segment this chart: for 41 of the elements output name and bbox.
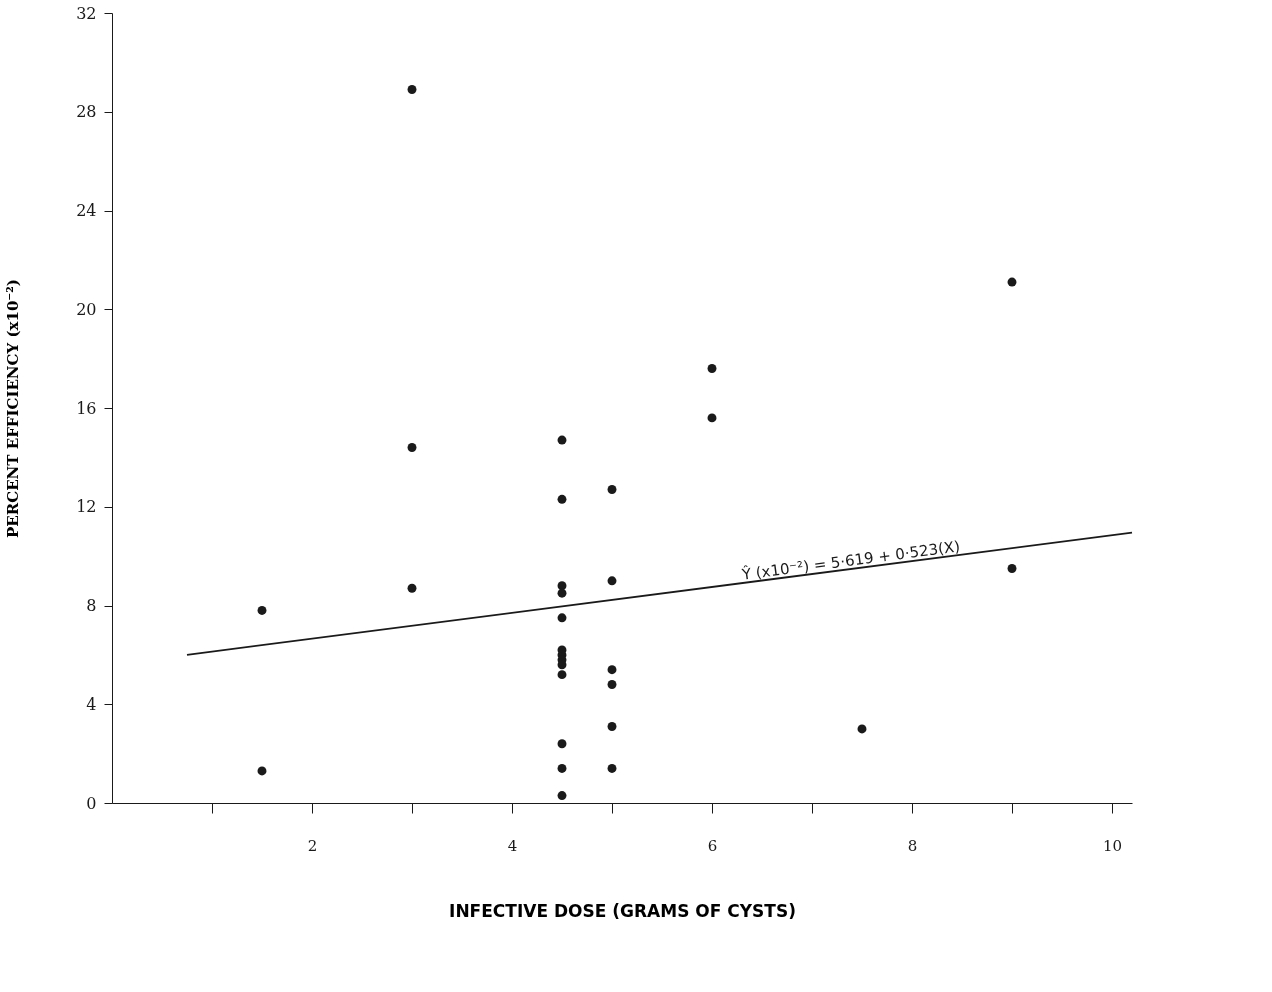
point — [407, 583, 417, 593]
point — [707, 413, 717, 423]
point — [607, 722, 617, 731]
x-tick-label: 4 — [507, 836, 518, 855]
x-tick-label: 6 — [707, 836, 718, 855]
y-axis-title: PERCENT EFFICIENCY (x10⁻²) — [4, 279, 23, 538]
point — [607, 665, 617, 675]
point — [257, 605, 267, 615]
y-tick-label: 0 — [86, 793, 97, 813]
point — [1007, 564, 1017, 573]
x-axis-title: INFECTIVE DOSE (GRAMS OF CYSTS) — [449, 900, 796, 921]
y-tick-label: 16 — [76, 398, 97, 418]
y-tick-label: 32 — [76, 3, 97, 23]
point — [607, 763, 617, 773]
point — [407, 443, 417, 452]
point — [707, 364, 717, 373]
y-tick-label: 20 — [76, 299, 97, 319]
y-tick-label: 28 — [76, 102, 97, 122]
y-tick-label: 8 — [86, 596, 97, 615]
point — [407, 85, 417, 94]
y-tick-label: 4 — [86, 694, 97, 714]
point — [1007, 277, 1017, 287]
point — [557, 613, 567, 623]
point — [557, 588, 567, 598]
point — [557, 435, 567, 445]
point — [857, 724, 867, 734]
x-tick-label: 2 — [307, 836, 318, 855]
point — [257, 766, 267, 776]
point — [557, 739, 567, 749]
x-tick-label: 10 — [1102, 836, 1123, 855]
point — [607, 680, 617, 689]
y-tick-label: 24 — [76, 201, 97, 220]
point — [607, 576, 617, 586]
point — [557, 494, 567, 504]
x-tick-label: 8 — [907, 836, 918, 855]
y-tick-label: 12 — [76, 497, 97, 517]
point — [557, 791, 567, 801]
point — [557, 670, 567, 680]
point — [557, 763, 567, 773]
annotation: Ŷ (x10⁻²) = 5·619 + 0·523(X) — [739, 536, 961, 584]
point — [607, 485, 617, 494]
